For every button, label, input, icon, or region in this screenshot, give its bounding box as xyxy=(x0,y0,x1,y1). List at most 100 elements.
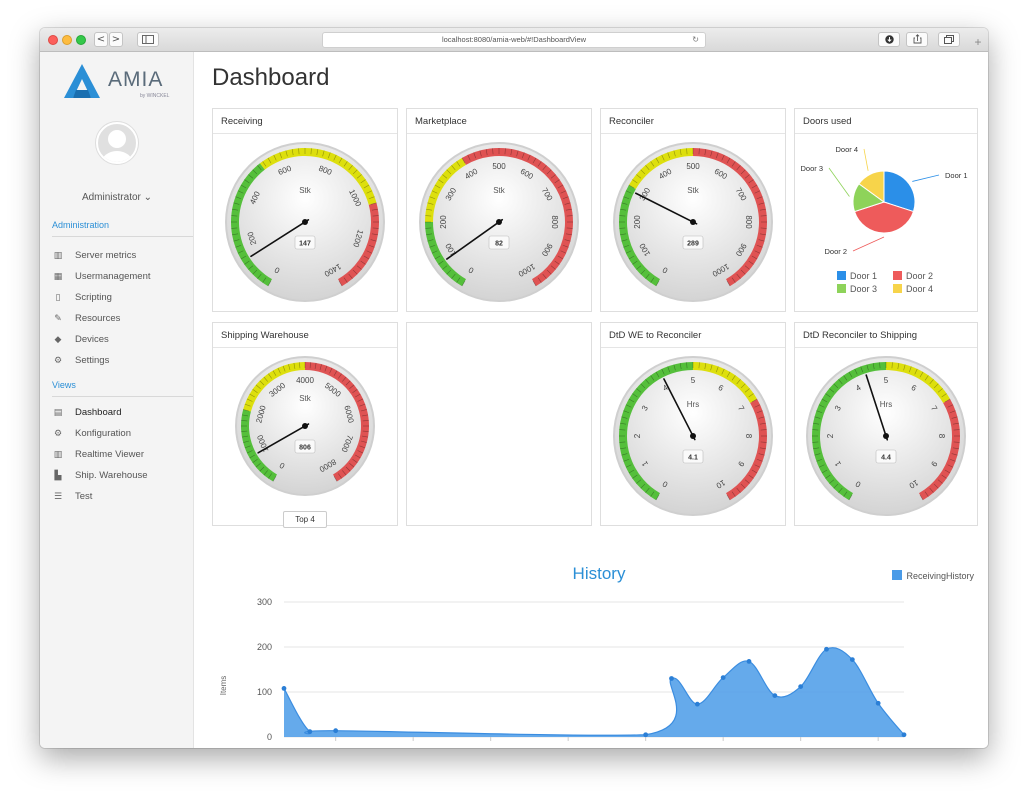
avatar[interactable] xyxy=(96,122,138,164)
panel-title: Doors used xyxy=(795,109,977,134)
gauge-minor-tick xyxy=(252,269,258,275)
back-button[interactable]: < xyxy=(94,32,108,47)
gauge-minor-tick xyxy=(333,476,338,482)
gauge-minor-tick xyxy=(754,404,761,408)
sidebar-item-settings[interactable]: ⚙ Settings xyxy=(52,352,193,370)
browser-toolbar: < > localhost:8080/amia-web/#!DashboardV… xyxy=(40,28,988,52)
gauge-minor-tick xyxy=(252,169,258,175)
gauge-minor-tick xyxy=(231,215,238,217)
close-window-button[interactable] xyxy=(48,35,58,45)
gauge-minor-tick xyxy=(259,466,265,472)
gauge-tick-label: 1 xyxy=(833,459,843,468)
gauge-minor-tick xyxy=(557,255,564,260)
gauge-minor-tick xyxy=(879,362,881,369)
sidebar-toggle-icon[interactable] xyxy=(137,32,159,47)
reload-icon[interactable]: ↻ xyxy=(692,35,699,44)
gauge-minor-tick xyxy=(314,362,317,369)
sidebar-item-label: Devices xyxy=(75,334,109,345)
gauge-minor-tick xyxy=(731,375,736,381)
minimize-window-button[interactable] xyxy=(62,35,72,45)
gauge-minor-tick xyxy=(914,368,918,375)
forward-button[interactable]: > xyxy=(109,32,123,47)
gauge-minor-tick xyxy=(645,165,650,171)
gauge-minor-tick xyxy=(825,393,831,398)
gauge-minor-tick xyxy=(277,367,281,374)
top4-button[interactable]: Top 4 xyxy=(283,511,327,528)
gauge-minor-tick xyxy=(557,184,564,189)
gauge-value: 4.1 xyxy=(688,455,698,462)
gauge-minor-tick xyxy=(667,152,671,159)
sidebar-item-server-metrics[interactable]: ▥ Server metrics xyxy=(52,247,193,265)
gauge-minor-tick xyxy=(748,474,754,479)
gauge-tick-label: 9 xyxy=(929,460,939,469)
gauge-minor-tick xyxy=(566,227,573,229)
gauge-minor-tick xyxy=(343,161,348,167)
sidebar-item-ship-warehouse[interactable]: ▙ Ship. Warehouse xyxy=(52,467,193,485)
sidebar-item-konfiguration[interactable]: ⚙ Konfiguration xyxy=(52,425,193,443)
sidebar-item-realtime-viewer[interactable]: ▥ Realtime Viewer xyxy=(52,446,193,464)
user-menu[interactable]: Administrator ⌄ xyxy=(81,192,153,203)
section-divider xyxy=(52,396,193,397)
gauge-minor-tick xyxy=(372,227,379,229)
gauge-value: 147 xyxy=(299,241,311,248)
gauge-band xyxy=(425,222,466,287)
gauge-minor-tick xyxy=(241,435,248,438)
gauge-minor-tick xyxy=(620,447,627,450)
sidebar-item-scripting[interactable]: ▯ Scripting xyxy=(52,289,193,307)
gauge-minor-tick xyxy=(363,255,370,260)
gauge-minor-tick xyxy=(442,265,448,270)
gauge-minor-tick xyxy=(319,364,322,371)
add-tab-button[interactable]: + xyxy=(974,35,982,49)
gauge-minor-tick xyxy=(451,273,456,279)
zoom-window-button[interactable] xyxy=(76,35,86,45)
sidebar-item-test[interactable]: ☰ Test xyxy=(52,488,193,506)
gauge-panel-shipping-warehouse: Shipping Warehouse 0 1000 2000 3000 4000 5000… xyxy=(212,322,398,528)
section-title-views: Views xyxy=(52,380,76,390)
gauge-minor-tick xyxy=(897,363,900,370)
gauge-minor-tick xyxy=(944,469,951,474)
gauge-minor-tick xyxy=(759,422,766,425)
share-icon[interactable] xyxy=(906,32,928,47)
gauge-minor-tick xyxy=(244,403,251,407)
sidebar-item-devices[interactable]: ◆ Devices xyxy=(52,331,193,349)
gauge-minor-tick xyxy=(504,148,506,155)
panel-title: DtD Reconciler to Shipping xyxy=(795,323,977,348)
gauge-minor-tick xyxy=(838,487,843,493)
gauge-minor-tick xyxy=(650,375,655,381)
gauge-minor-tick xyxy=(442,174,448,179)
browser-window: < > localhost:8080/amia-web/#!DashboardV… xyxy=(40,28,988,748)
gauge-minor-tick xyxy=(537,161,542,167)
amia-logo[interactable]: AMIA by WINCKEL xyxy=(64,60,174,100)
chart-legend[interactable]: ReceivingHistory xyxy=(892,570,974,581)
gauge-minor-tick xyxy=(731,491,736,497)
history-point xyxy=(281,686,287,691)
gauge-minor-tick xyxy=(744,388,750,393)
gauge-minor-tick xyxy=(924,491,929,497)
section-title-administration: Administration xyxy=(52,220,110,230)
main-content: Dashboard Receiving 0 200 400 600 800 1000 120… xyxy=(194,52,988,748)
address-bar[interactable]: localhost:8080/amia-web/#!DashboardView … xyxy=(322,32,706,48)
gauge-minor-tick xyxy=(736,273,741,279)
history-point xyxy=(798,684,804,689)
gauge-band xyxy=(812,362,886,501)
gauge-needle xyxy=(865,374,889,441)
gauge-value-box xyxy=(488,235,510,250)
gauge-minor-tick xyxy=(949,410,956,414)
download-icon[interactable] xyxy=(878,32,900,47)
gauge-minor-tick xyxy=(848,494,853,501)
legend-swatch xyxy=(892,570,903,580)
gauge-minor-tick xyxy=(542,273,547,279)
gauge-minor-tick xyxy=(345,466,351,472)
gauge-minor-tick xyxy=(891,362,893,369)
gauge-minor-tick xyxy=(252,459,258,463)
gauge-minor-tick xyxy=(263,376,268,382)
gauge-minor-tick xyxy=(736,487,741,493)
tabs-icon[interactable] xyxy=(938,32,960,47)
gauge-minor-tick xyxy=(267,280,272,287)
gauge-minor-tick xyxy=(650,161,655,167)
sidebar-item-resources[interactable]: ✎ Resources xyxy=(52,310,193,328)
sidebar-item-dashboard[interactable]: ▤ Dashboard xyxy=(52,404,193,422)
sidebar-item-usermanagement[interactable]: ▦ Usermanagement xyxy=(52,268,193,286)
gauge-minor-tick xyxy=(645,273,650,279)
